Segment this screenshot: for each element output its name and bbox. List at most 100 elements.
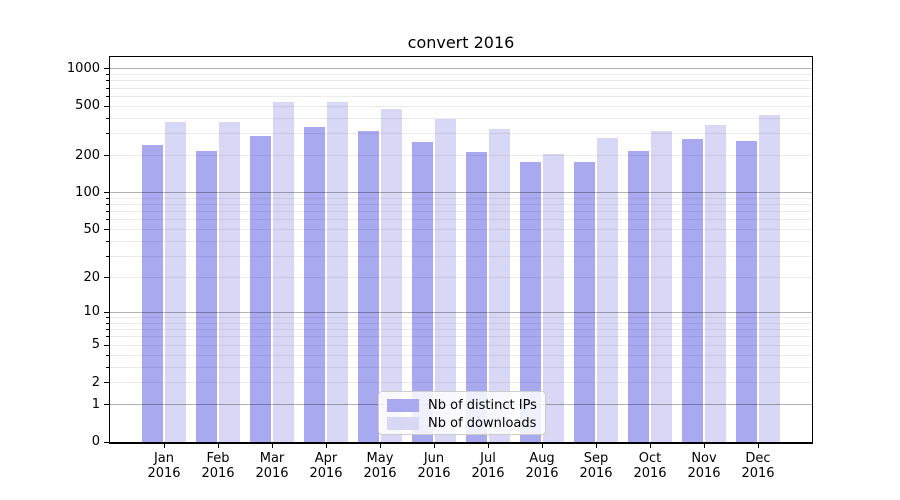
bar-distinct-ips-oct — [628, 150, 649, 442]
y-minor-tick-mark — [106, 336, 109, 338]
y-tick-mark — [104, 311, 109, 313]
x-tick-mark — [757, 444, 759, 448]
bar-downloads-oct — [651, 130, 672, 442]
gridline-minor — [110, 317, 812, 319]
y-minor-tick-mark — [106, 256, 109, 257]
x-tick-mark — [595, 444, 597, 448]
y-tick-mark — [104, 404, 109, 406]
bar-distinct-ips-apr — [304, 127, 325, 442]
x-tick-label: Jun 2016 — [417, 451, 451, 481]
bar-distinct-ips-feb — [196, 150, 217, 442]
x-tick-label: Jan 2016 — [147, 451, 181, 481]
x-tick-mark — [271, 444, 273, 448]
gridline-minor — [110, 105, 812, 107]
plot-area — [109, 56, 813, 444]
gridline-minor — [110, 366, 812, 368]
gridline-minor — [110, 322, 812, 324]
bar-downloads-feb — [219, 122, 240, 442]
y-tick-label: 20 — [83, 269, 100, 285]
x-tick-label: Feb 2016 — [201, 451, 235, 481]
y-minor-tick-mark — [106, 133, 109, 135]
legend-entry-downloads: Nb of downloads — [387, 416, 545, 431]
y-tick-label: 100 — [75, 184, 100, 200]
legend-entry-distinct-ips: Nb of distinct IPs — [387, 398, 545, 413]
y-tick-label: 1 — [91, 396, 100, 412]
legend-swatch-downloads — [387, 417, 419, 430]
legend-swatch-distinct-ips — [387, 399, 419, 412]
y-tick-mark — [104, 277, 109, 279]
x-tick-mark — [379, 444, 381, 448]
y-tick-label: 2 — [91, 374, 100, 390]
y-minor-tick-mark — [106, 117, 109, 119]
gridline-minor — [110, 211, 812, 213]
y-tick-label: 500 — [75, 98, 100, 114]
bar-distinct-ips-sep — [574, 162, 595, 442]
bar-downloads-nov — [705, 124, 726, 442]
gridline-minor — [110, 133, 812, 135]
bar-downloads-jun — [435, 119, 456, 442]
y-tick-mark — [104, 344, 109, 346]
gridline-major — [110, 68, 812, 70]
gridline-minor — [110, 344, 812, 346]
bar-downloads-jan — [165, 122, 186, 442]
y-tick-mark — [104, 155, 109, 157]
gridline-minor — [110, 277, 812, 279]
gridline-minor — [110, 87, 812, 89]
legend-label-distinct-ips: Nb of distinct IPs — [428, 398, 537, 413]
y-minor-tick-mark — [106, 204, 109, 206]
gridline-minor — [110, 73, 812, 75]
x-tick-label: May 2016 — [363, 451, 397, 481]
bar-distinct-ips-mar — [250, 136, 271, 442]
y-tick-label: 50 — [83, 221, 100, 237]
x-tick-mark — [217, 444, 219, 448]
y-minor-tick-mark — [106, 73, 109, 75]
bar-distinct-ips-may — [358, 130, 379, 442]
x-tick-mark — [703, 444, 705, 448]
y-minor-tick-mark — [106, 219, 109, 221]
gridline-minor — [110, 336, 812, 338]
y-tick-label: 5 — [91, 337, 100, 353]
gridline-minor — [110, 256, 812, 257]
gridline-minor — [110, 219, 812, 221]
bar-distinct-ips-jan — [142, 145, 163, 442]
gridline-major — [110, 192, 812, 194]
x-tick-label: Apr 2016 — [309, 451, 343, 481]
y-minor-tick-mark — [106, 197, 109, 199]
bar-distinct-ips-dec — [736, 140, 757, 442]
x-tick-mark — [541, 444, 543, 448]
bar-distinct-ips-jul — [466, 152, 487, 442]
y-minor-tick-mark — [106, 329, 109, 331]
gridline-major — [110, 311, 812, 313]
bar-distinct-ips-aug — [520, 162, 541, 442]
x-tick-mark — [649, 444, 651, 448]
gridline-minor — [110, 80, 812, 82]
x-tick-mark — [487, 444, 489, 448]
x-tick-label: Nov 2016 — [687, 451, 721, 481]
legend-label-downloads: Nb of downloads — [428, 416, 537, 431]
bar-downloads-mar — [273, 101, 294, 442]
gridline-minor — [110, 204, 812, 206]
gridline-minor — [110, 240, 812, 242]
y-tick-label: 200 — [75, 147, 100, 163]
y-minor-tick-mark — [106, 322, 109, 324]
legend: Nb of distinct IPs Nb of downloads — [378, 391, 546, 435]
gridline-minor — [110, 229, 812, 231]
y-minor-tick-mark — [106, 87, 109, 89]
x-tick-mark — [325, 444, 327, 448]
x-tick-label: Dec 2016 — [741, 451, 775, 481]
x-tick-label: Mar 2016 — [255, 451, 289, 481]
bar-downloads-jul — [489, 129, 510, 442]
y-tick-label: 1000 — [66, 60, 100, 76]
gridline-minor — [110, 382, 812, 384]
y-minor-tick-mark — [106, 354, 109, 356]
chart-title: convert 2016 — [407, 33, 515, 52]
y-tick-label: 0 — [91, 434, 100, 449]
x-tick-mark — [433, 444, 435, 448]
bar-downloads-apr — [327, 101, 348, 442]
y-minor-tick-mark — [106, 317, 109, 319]
y-minor-tick-mark — [106, 95, 109, 97]
y-minor-tick-mark — [106, 80, 109, 82]
y-tick-mark — [104, 68, 109, 70]
x-tick-label: Oct 2016 — [633, 451, 667, 481]
